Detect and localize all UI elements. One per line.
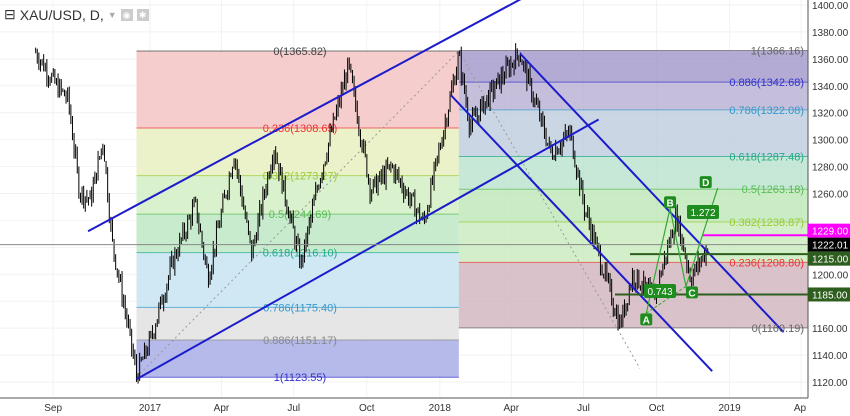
price-axis-badge-label: 1215.00 (812, 255, 849, 266)
price-tick-label: 1160.00 (812, 324, 848, 335)
abcd-point-marker (699, 176, 712, 189)
chevron-down-icon[interactable]: ▼ (107, 9, 117, 20)
fib-level-label: 0.382(1273.27) (263, 171, 338, 183)
abcd-point-marker (685, 286, 698, 299)
fib-trend-line (136, 50, 460, 378)
fib-level-label: 1(1366.16) (751, 46, 804, 58)
fib-level-label: 0.886(1342.68) (729, 77, 804, 89)
fib-level-label: 0(1365.82) (273, 46, 326, 58)
eye-icon[interactable]: ◉ (120, 8, 133, 21)
fib-level-label: 0.886(1151.17) (263, 335, 337, 347)
time-tick-label: Apr (214, 403, 230, 414)
abcd-ratio-badge (644, 284, 676, 298)
price-tick-label: 1200.00 (812, 270, 849, 281)
symbol-legend: ⊟ XAU/USD, D, ▼ ◉ ✱ (4, 6, 149, 23)
fib-level-label: 0.618(1287.48) (729, 151, 804, 163)
fib-band (458, 82, 808, 110)
time-tick-label: Sep (44, 403, 62, 414)
price-axis (808, 0, 850, 416)
fib-level-label: 0.786(1175.40) (263, 302, 337, 314)
time-tick-label: Jul (577, 403, 590, 414)
fib-band (136, 51, 459, 128)
price-tick-label: 1280.00 (812, 163, 849, 174)
time-tick-label: Oct (359, 403, 375, 414)
fib-level-label: 0.382(1238.87) (729, 217, 804, 229)
fib-band (458, 189, 808, 222)
abcd-point-marker (664, 196, 677, 209)
collapse-square-icon[interactable]: ⊟ (4, 6, 16, 22)
fib-level-label: 0.236(1308.65) (263, 123, 338, 135)
price-tick-label: 1360.00 (812, 55, 849, 66)
price-tick-label: 1320.00 (812, 109, 849, 120)
abcd-pattern (645, 187, 719, 314)
fib-band (136, 340, 459, 378)
fib-band (136, 214, 459, 253)
price-tick-label: 1340.00 (812, 82, 849, 93)
abcd-point-label: A (643, 315, 650, 326)
fib-level-label: 0(1160.19) (752, 323, 804, 335)
fib-band (136, 252, 459, 308)
price-axis-badge (808, 251, 850, 266)
time-tick-label: Ap (794, 403, 807, 414)
time-tick-label: Jul (287, 403, 300, 414)
trend-line (87, 0, 522, 233)
price-tick-label: 1260.00 (812, 189, 849, 200)
abcd-ratio-label: 1.272 (690, 208, 715, 219)
abcd-ratio-badge (687, 205, 719, 219)
fib-level-label: 0.786(1322.08) (729, 105, 804, 117)
price-tick-label: 1140.00 (812, 351, 848, 362)
fib-band (136, 127, 459, 176)
price-tick-label: 1380.00 (812, 28, 849, 39)
time-tick-label: 2018 (429, 403, 452, 414)
fib-level-label: 0.5(1244.69) (269, 209, 331, 221)
time-tick-label: Oct (649, 403, 665, 414)
price-tick-label: 1120.00 (812, 378, 848, 389)
price-axis-badge (808, 223, 850, 238)
price-axis-badge (808, 237, 850, 252)
gear-icon[interactable]: ✱ (136, 8, 149, 21)
fib-band (458, 221, 808, 263)
time-axis (0, 398, 808, 416)
time-tick-label: Apr (503, 403, 519, 414)
fib-level-label: 1(1123.55) (274, 372, 326, 384)
trend-line (519, 52, 785, 333)
price-axis-badge-label: 1185.00 (812, 290, 848, 301)
time-tick-label: 2017 (139, 403, 162, 414)
price-axis-badge-label: 1222.01 (812, 241, 849, 252)
fib-trend-line (458, 50, 641, 369)
abcd-point-label: D (702, 178, 709, 189)
fib-level-label: 0.5(1263.18) (742, 184, 804, 196)
abcd-ratio-label: 0.743 (647, 287, 672, 298)
fib-level-label: 0.236(1208.80) (729, 257, 804, 269)
abcd-ratio-line (645, 285, 687, 314)
trend-line (136, 118, 600, 381)
price-axis-badge (808, 287, 850, 302)
abcd-point-label: C (688, 288, 695, 299)
abcd-point-marker (640, 313, 653, 326)
price-axis-badge-label: 1229.00 (812, 227, 849, 238)
time-tick-label: 2019 (718, 403, 741, 414)
abcd-point-label: B (666, 198, 673, 209)
trend-line (450, 94, 713, 372)
price-tick-label: 1300.00 (812, 136, 849, 147)
price-tick-label: 1400.00 (812, 1, 849, 12)
fib-band (458, 109, 808, 157)
fib-band (136, 307, 459, 341)
symbol-label: XAU/USD, D, (19, 6, 104, 23)
